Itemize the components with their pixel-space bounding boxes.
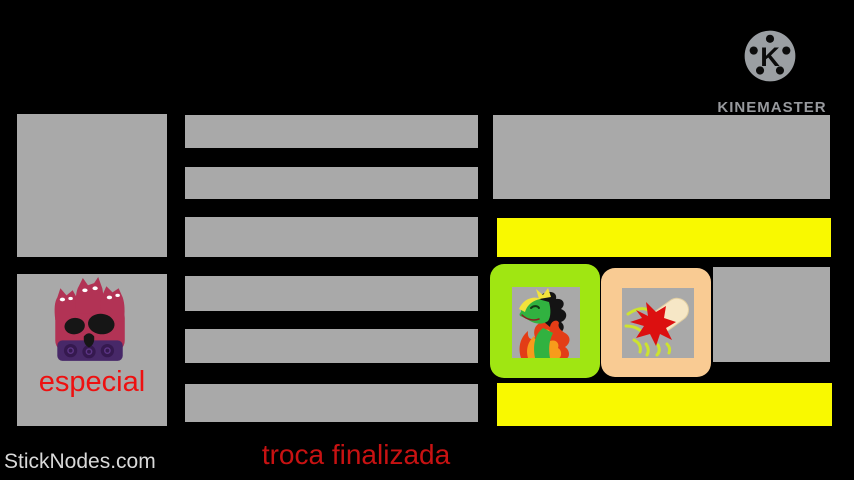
- meteor-fruit-icon: [622, 288, 694, 358]
- trade-slot-dragon[interactable]: [490, 264, 600, 378]
- offer-item-panel: especial: [17, 274, 167, 426]
- info-row: [185, 217, 478, 257]
- info-row: [185, 276, 478, 311]
- info-row: [185, 329, 478, 363]
- kinemaster-watermark-label: KINEMASTER: [717, 99, 827, 116]
- kinemaster-logo-letter: K: [760, 41, 780, 72]
- trade-slot-meteor[interactable]: [601, 268, 711, 377]
- trade-header-panel: [493, 115, 830, 199]
- accept-bar-top[interactable]: [497, 218, 831, 257]
- accept-bar-bottom[interactable]: [497, 383, 832, 426]
- offer-item-label: especial: [38, 366, 146, 398]
- info-row: [185, 115, 478, 148]
- info-row: [185, 167, 478, 199]
- info-row: [185, 384, 478, 422]
- sticknodes-watermark-label: StickNodes.com: [4, 450, 156, 473]
- cerberus-fruit-icon: [54, 277, 125, 361]
- offer-header-panel: [17, 114, 167, 257]
- dragon-fruit-icon: [512, 287, 580, 358]
- trade-slot-empty: [713, 267, 830, 362]
- trade-status-text: troca finalizada: [261, 439, 451, 470]
- kinemaster-logo-icon: K: [744, 30, 796, 82]
